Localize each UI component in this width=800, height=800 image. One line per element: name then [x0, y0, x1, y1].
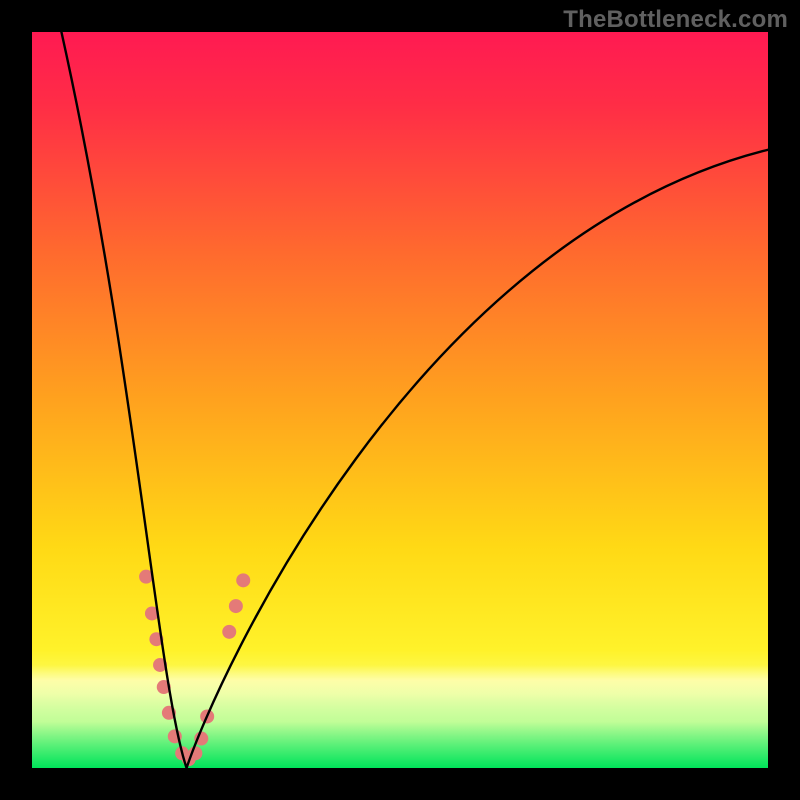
watermark-text: TheBottleneck.com — [563, 6, 788, 34]
bottleneck-curve — [61, 32, 768, 768]
curve-marker — [229, 599, 243, 613]
curve-marker — [236, 573, 250, 587]
curve-svg — [32, 32, 768, 768]
curve-marker — [222, 625, 236, 639]
plot-area — [32, 32, 768, 768]
